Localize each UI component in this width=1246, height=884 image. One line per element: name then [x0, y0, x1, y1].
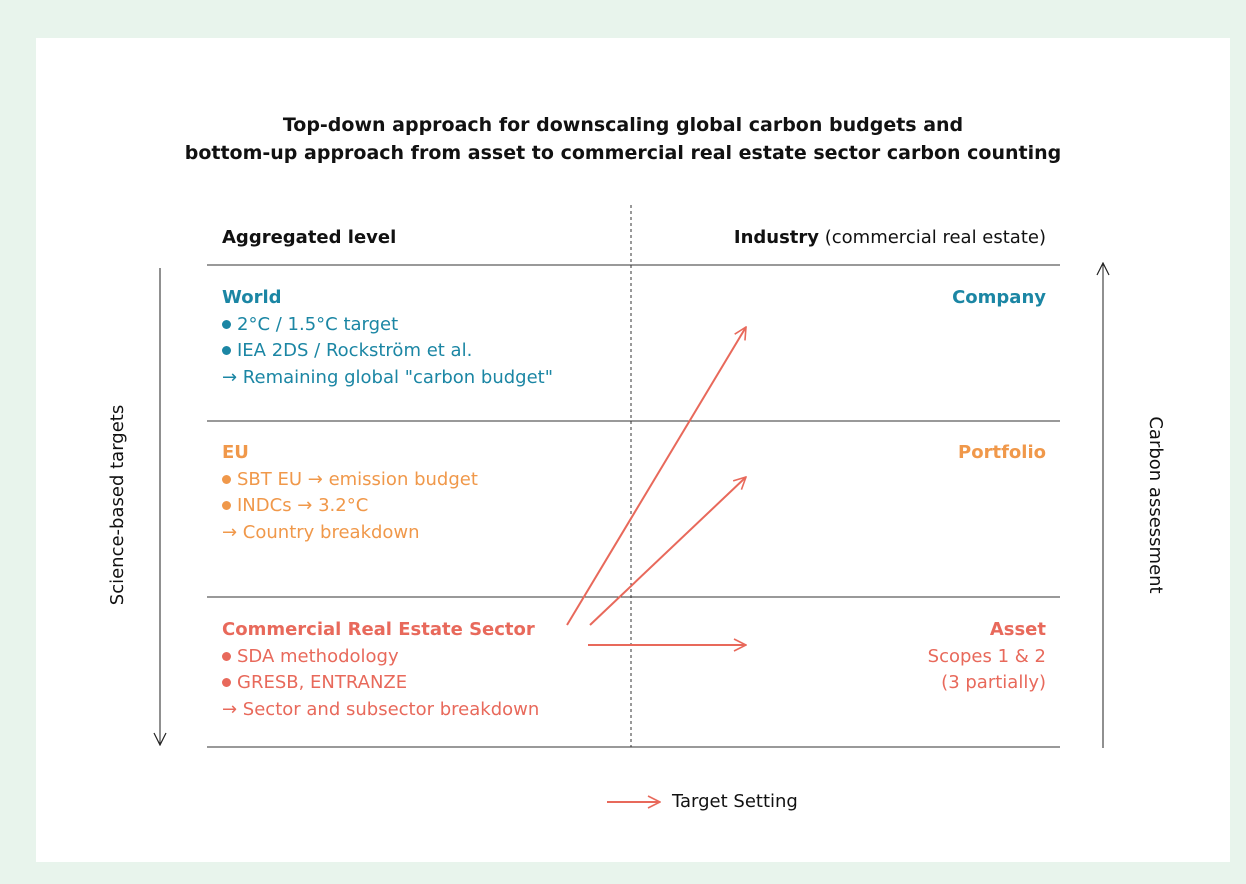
right-line: Scopes 1 & 2 [927, 645, 1046, 667]
title: Top-down approach for downscaling global… [282, 114, 964, 136]
right-axis-label: Carbon assessment [1145, 416, 1166, 593]
row-item: 2°C / 1.5°C target [222, 313, 398, 337]
right-header-rest: (commercial real estate) [819, 227, 1046, 248]
right-header: Industry (commercial real estate) [734, 226, 1046, 250]
row-item: GRESB, ENTRANZE [222, 671, 407, 695]
item-text: SBT EU → emission budget [237, 468, 478, 490]
legend-label: Target Setting [672, 791, 798, 812]
item-text: INDCs → 3.2°C [237, 495, 369, 516]
row-item: INDCs → 3.2°C [222, 494, 368, 518]
item-text: 2°C / 1.5°C target [237, 313, 399, 335]
bullet [222, 319, 231, 329]
row-title: EU [222, 442, 249, 463]
row-item: → Country breakdown [222, 521, 420, 545]
left-header: Aggregated level [222, 227, 397, 248]
bullet [222, 346, 231, 355]
right-header-bold: Industry [733, 227, 820, 248]
row-item: SBT EU → emission budget [222, 468, 478, 492]
row-lines [207, 264, 1060, 748]
left-axis-label: Science-based targets [107, 405, 128, 605]
title: bottom-up approach from asset to commerc… [184, 142, 1062, 164]
right-title: Asset [989, 619, 1046, 640]
item-text: → Country breakdown [222, 521, 420, 543]
panel [36, 38, 1230, 862]
row-item: → Sector and subsector breakdown [222, 698, 539, 722]
right-title: Portfolio [958, 442, 1046, 463]
bullet [222, 651, 231, 661]
item-text: GRESB, ENTRANZE [237, 672, 408, 693]
right-title: Company [952, 287, 1046, 308]
row-item: IEA 2DS / Rockström et al. [222, 339, 472, 363]
row-item: SDA methodology [222, 645, 399, 669]
item-text: → Remaining global "carbon budget" [222, 366, 553, 388]
bullet [222, 474, 231, 484]
item-text: → Sector and subsector breakdown [222, 698, 540, 720]
target-arrows [566, 327, 746, 802]
item-text: SDA methodology [237, 645, 399, 667]
row-item: → Remaining global "carbon budget" [222, 366, 553, 390]
bullet [222, 501, 231, 510]
row-title: Commercial Real Estate Sector [222, 619, 535, 640]
bullet [222, 678, 231, 687]
right-line: (3 partially) [941, 672, 1046, 693]
row-title: World [222, 287, 282, 308]
item-text: IEA 2DS / Rockström et al. [237, 340, 473, 361]
